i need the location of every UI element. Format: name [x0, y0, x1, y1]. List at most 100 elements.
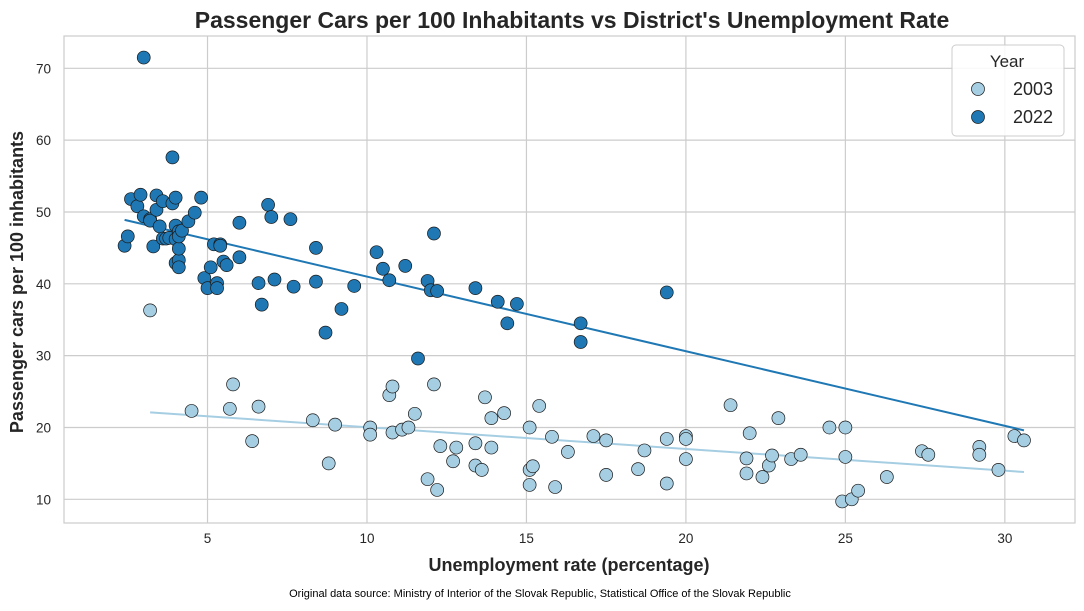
point-2003 — [420, 472, 435, 487]
point-2003 — [548, 480, 562, 494]
point-2022 — [210, 281, 224, 295]
point-2022 — [194, 190, 208, 205]
point-2003 — [991, 462, 1006, 477]
point-2003 — [184, 404, 199, 418]
point-2022 — [254, 297, 269, 312]
x-tick-label: 30 — [997, 531, 1012, 546]
legend: Year 2003 2022 — [951, 44, 1065, 137]
point-2003 — [1017, 433, 1031, 448]
point-2003 — [497, 406, 511, 420]
point-2022 — [659, 285, 674, 300]
point-2003 — [328, 417, 342, 432]
point-2003 — [468, 436, 483, 451]
point-2003 — [838, 420, 853, 435]
point-2003 — [484, 440, 499, 455]
y-axis-label: Passenger cars per 100 inhabitants — [7, 131, 27, 433]
point-2022 — [219, 258, 234, 272]
point-2022 — [232, 250, 247, 265]
source-note: Original data source: Ministry of Interi… — [289, 588, 791, 600]
point-2022 — [369, 245, 384, 260]
point-2022 — [573, 335, 588, 349]
legend-marker-2022 — [971, 110, 985, 124]
point-2003 — [586, 429, 601, 443]
point-2003 — [305, 413, 320, 428]
point-2003 — [879, 470, 894, 484]
point-2003 — [522, 420, 537, 435]
legend-marker-2003 — [971, 82, 985, 96]
point-2003 — [637, 443, 652, 458]
legend-label-2022: 2022 — [1013, 107, 1053, 127]
chart-title: Passenger Cars per 100 Inhabitants vs Di… — [195, 7, 950, 33]
point-2003 — [793, 447, 808, 462]
y-tick-label: 50 — [36, 205, 51, 220]
point-2022 — [213, 238, 228, 253]
point-2022 — [187, 205, 202, 220]
point-2003 — [851, 483, 865, 498]
point-2022 — [165, 150, 180, 165]
x-tick-label: 10 — [359, 531, 374, 546]
point-2003 — [446, 454, 460, 469]
x-tick-label: 5 — [204, 531, 212, 546]
point-2003 — [739, 451, 754, 466]
legend-title: Year — [990, 52, 1025, 71]
point-2022 — [309, 241, 323, 255]
point-2022 — [203, 260, 218, 275]
point-2022 — [411, 351, 425, 366]
point-2003 — [321, 456, 336, 471]
point-2003 — [363, 427, 378, 442]
point-2003 — [478, 390, 492, 405]
point-2022 — [264, 210, 279, 224]
point-2022 — [133, 187, 148, 202]
point-2003 — [659, 432, 674, 446]
point-2003 — [561, 445, 575, 459]
point-2003 — [921, 447, 936, 462]
point-2022 — [171, 241, 186, 256]
point-2003 — [525, 459, 540, 474]
point-2003 — [474, 462, 489, 477]
legend-label-2003: 2003 — [1013, 79, 1053, 99]
tick-labels: 5 10 15 20 25 30 10 20 30 40 50 60 70 — [36, 61, 1012, 546]
gridlines — [64, 36, 1075, 523]
point-2003 — [222, 401, 237, 416]
point-2022 — [468, 281, 483, 295]
point-2003 — [599, 433, 614, 448]
point-2003 — [723, 398, 738, 413]
point-2003 — [251, 399, 266, 414]
point-2022 — [168, 190, 183, 205]
point-2003 — [742, 426, 757, 441]
y-tick-label: 20 — [36, 420, 51, 435]
y-tick-label: 10 — [36, 492, 51, 507]
point-2022 — [573, 316, 588, 331]
point-2022 — [510, 297, 524, 311]
point-2022 — [382, 273, 397, 288]
point-2003 — [739, 466, 754, 481]
y-tick-label: 70 — [36, 61, 51, 76]
point-2003 — [433, 439, 448, 453]
point-2003 — [245, 434, 260, 448]
point-2003 — [226, 377, 240, 392]
point-2022 — [136, 50, 151, 65]
point-2022 — [490, 294, 505, 309]
point-2003 — [771, 411, 786, 425]
point-2022 — [427, 226, 441, 241]
point-2003 — [427, 377, 441, 392]
point-2003 — [385, 379, 400, 394]
point-2003 — [545, 429, 559, 444]
point-2003 — [679, 452, 693, 466]
point-2003 — [972, 447, 987, 462]
point-2022 — [232, 215, 247, 230]
point-2003 — [679, 432, 693, 446]
x-tick-label: 15 — [519, 531, 534, 546]
y-tick-label: 30 — [36, 349, 51, 364]
point-2003 — [822, 420, 837, 435]
point-2022 — [318, 325, 333, 340]
point-2022 — [286, 279, 301, 294]
point-2003 — [599, 468, 614, 482]
x-tick-label: 25 — [838, 531, 853, 546]
point-2022 — [120, 229, 135, 244]
point-2022 — [171, 260, 186, 275]
point-2022 — [398, 259, 413, 273]
point-2003 — [838, 450, 853, 464]
point-2022 — [267, 272, 282, 287]
point-2003 — [484, 411, 499, 425]
